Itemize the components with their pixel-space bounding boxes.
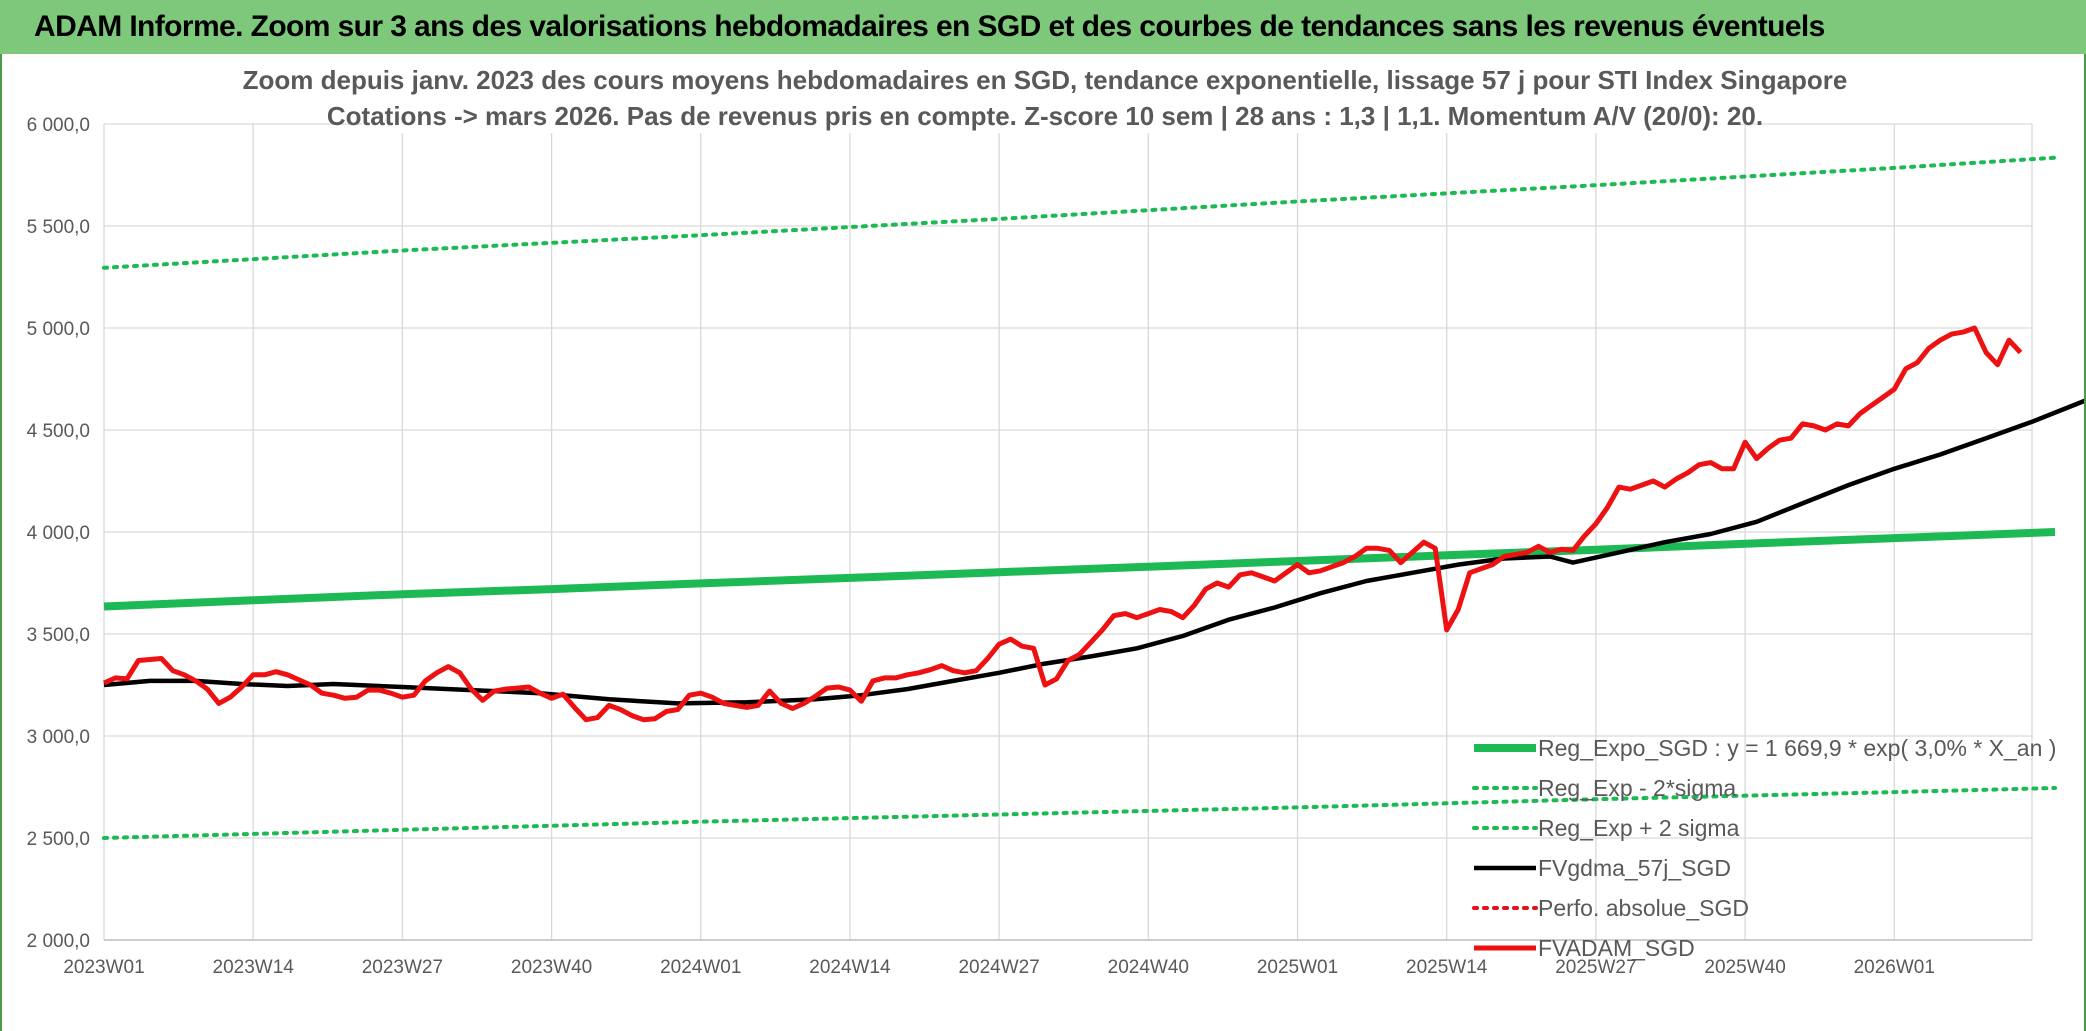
grid-lines (103, 123, 2033, 941)
series-layer (102, 155, 2084, 840)
y-tick-label: 2 000,0 (27, 931, 90, 952)
chart-legend: Reg_Expo_SGD : y = 1 669,9 * exp( 3,0% *… (1472, 735, 2056, 961)
legend-label: FVADAM_SGD (1538, 935, 1695, 961)
reg-exp-minus-2sigma-line (102, 786, 2057, 840)
y-tick-label: 6 000,0 (27, 115, 90, 136)
y-tick-label: 4 500,0 (27, 421, 90, 442)
y-tick-label: 2 500,0 (27, 829, 90, 850)
x-tick-label: 2025W40 (1704, 957, 1785, 978)
legend-label: Perfo. absolue_SGD (1538, 895, 1749, 921)
chart-subtitle: Cotations -> mars 2026. Pas de revenus p… (327, 101, 1763, 131)
x-tick-label: 2025W14 (1406, 957, 1488, 978)
report-banner: ADAM Informe. Zoom sur 3 ans des valoris… (0, 0, 2086, 54)
legend-label: Reg_Exp - 2*sigma (1538, 775, 1736, 801)
x-tick-label: 2025W27 (1555, 957, 1636, 978)
x-tick-label: 2024W40 (1108, 957, 1189, 978)
reg-exp-plus-2sigma-line (102, 155, 2057, 270)
y-tick-label: 4 000,0 (27, 523, 90, 544)
report-title: ADAM Informe. Zoom sur 3 ans des valoris… (34, 10, 1825, 43)
y-axis-ticks: 2 000,0 2 500,0 3 000,0 3 500,0 4 000,0 4 500… (27, 115, 90, 952)
reg-expo-line (103, 528, 2056, 611)
legend-label: Reg_Expo_SGD : y = 1 669,9 * exp( 3,0% *… (1538, 735, 2056, 761)
title-background (320, 62, 1770, 97)
chart-title: Zoom depuis janv. 2023 des cours moyens … (243, 65, 1848, 95)
line-chart: 2 000,0 2 500,0 3 000,0 3 500,0 4 000,0 4 500… (27, 62, 2084, 978)
x-tick-label: 2023W01 (63, 957, 144, 978)
x-tick-label: 2024W27 (958, 957, 1039, 978)
legend-label: Reg_Exp + 2 sigma (1538, 815, 1740, 841)
y-tick-label: 3 000,0 (27, 727, 90, 748)
x-tick-label: 2023W14 (213, 957, 295, 978)
x-tick-label: 2023W40 (511, 957, 592, 978)
x-axis-ticks: 2023W01 2023W14 2023W27 2023W40 2024W01 2024W… (63, 957, 1935, 978)
y-tick-label: 5 500,0 (27, 217, 90, 238)
x-tick-label: 2024W01 (660, 957, 741, 978)
x-tick-label: 2023W27 (362, 957, 443, 978)
subtitle-background (362, 98, 1727, 133)
fvadam-line (102, 325, 2023, 723)
chart-titles: Zoom depuis janv. 2023 des cours moyens … (243, 62, 1848, 133)
chart-frame: 2 000,0 2 500,0 3 000,0 3 500,0 4 000,0 4 500… (0, 54, 2086, 1031)
x-tick-label: 2026W01 (1854, 957, 1935, 978)
legend-label: FVgdma_57j_SGD (1538, 855, 1731, 881)
x-tick-label: 2025W01 (1257, 957, 1338, 978)
y-tick-label: 5 000,0 (27, 319, 90, 340)
x-tick-label: 2024W14 (809, 957, 891, 978)
y-tick-label: 3 500,0 (27, 625, 90, 646)
